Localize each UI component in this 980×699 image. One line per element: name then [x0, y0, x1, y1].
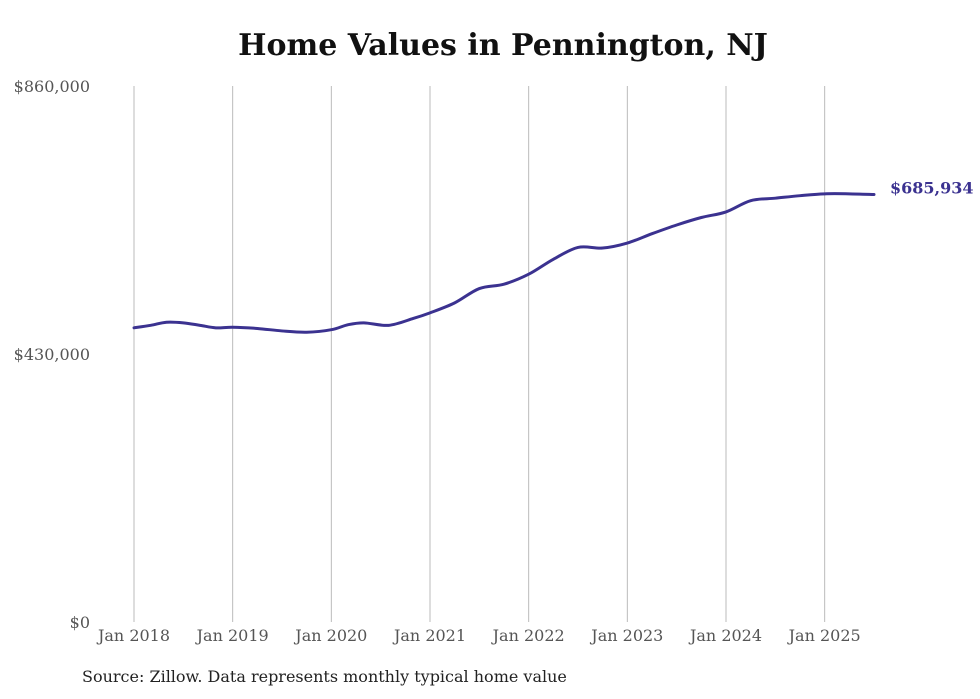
y-axis-tick-labels: $0 $430,000 $860,000 — [14, 77, 90, 632]
y-tick-label: $430,000 — [14, 345, 90, 364]
x-tick-label: Jan 2021 — [392, 626, 466, 645]
source-note: Source: Zillow. Data represents monthly … — [82, 667, 567, 686]
x-tick-label: Jan 2024 — [688, 626, 762, 645]
x-tick-label: Jan 2023 — [589, 626, 663, 645]
series-layer: $685,934 — [132, 178, 974, 334]
y-tick-label: $860,000 — [14, 77, 90, 96]
x-tick-label: Jan 2018 — [96, 626, 170, 645]
x-tick-label: Jan 2019 — [195, 626, 269, 645]
series-line — [132, 192, 876, 334]
y-tick-label: $0 — [70, 613, 90, 632]
x-axis-tick-labels: Jan 2018 Jan 2019 Jan 2020 Jan 2021 Jan 2022… — [96, 626, 861, 645]
x-tick-label: Jan 2022 — [491, 626, 565, 645]
series-end-value-label: $685,934 — [890, 178, 974, 197]
x-tick-label: Jan 2025 — [787, 626, 861, 645]
x-tick-label: Jan 2020 — [293, 626, 367, 645]
grid-lines — [133, 86, 826, 622]
chart-title: Home Values in Pennington, NJ — [238, 28, 768, 63]
